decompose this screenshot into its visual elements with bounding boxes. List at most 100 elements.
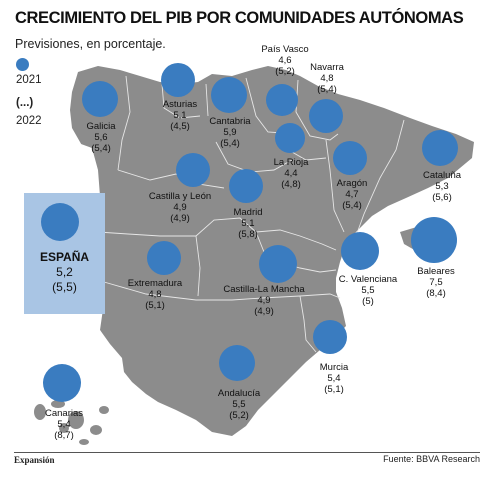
label-asturias: Asturias 5,1 (4,5) (163, 99, 197, 132)
footer-divider (14, 452, 480, 453)
region-value-2021: 4,4 (284, 168, 298, 179)
region-name: Aragón (336, 178, 368, 189)
region-value-2022: (4,8) (281, 179, 301, 190)
region-value-2022: (4,9) (254, 306, 274, 317)
bubble-castilla-y-leon (176, 153, 210, 187)
region-value-2021: 4,9 (257, 295, 271, 306)
region-name: Castilla y León (148, 191, 212, 202)
region-value-2021: 5,1 (173, 110, 187, 121)
region-value-2021: 5,5 (361, 285, 375, 296)
label-madrid: Madrid 5,1 (5,8) (233, 207, 262, 240)
region-value-2022: (5) (362, 296, 374, 307)
region-value-2021: 7,5 (429, 277, 443, 288)
region-value-2022: (4,9) (170, 213, 190, 224)
region-bubbles (43, 63, 458, 402)
national-value-2022: (5,5) (52, 280, 77, 294)
region-value-2022: (8,7) (54, 430, 74, 441)
region-name: Cantabria (209, 116, 251, 127)
region-value-2021: 5,9 (223, 127, 237, 138)
chart-title: CRECIMIENTO DEL PIB POR COMUNIDADES AUTÓ… (15, 9, 464, 27)
label-murcia: Murcia 5,4 (5,1) (320, 362, 349, 395)
region-name: Andalucía (217, 388, 261, 399)
legend-2022-label: 2022 (16, 115, 42, 127)
label-extremadura: Extremadura 4,8 (5,1) (128, 278, 182, 311)
bubble-asturias (161, 63, 195, 97)
region-name: Extremadura (127, 278, 183, 289)
region-name: Canarias (44, 408, 84, 419)
bubble-canarias (43, 364, 81, 402)
region-value-2022: (5,1) (324, 384, 344, 395)
label-cantabria: Cantabria 5,9 (5,4) (209, 116, 250, 149)
region-value-2021: 5,4 (327, 373, 341, 384)
region-value-2021: 4,6 (278, 55, 292, 66)
label-andalucia: Andalucía 5,5 (5,2) (218, 388, 260, 421)
region-value-2022: (8,4) (426, 288, 446, 299)
region-name: Madrid (233, 207, 263, 218)
source-note: Fuente: BBVA Research (383, 454, 480, 464)
bubble-extremadura (147, 241, 181, 275)
bubble-andalucia (219, 345, 255, 381)
region-name: Galicia (86, 121, 116, 132)
region-name: Cataluña (422, 170, 462, 181)
region-value-2021: 5,1 (241, 218, 255, 229)
legend-dot-icon (16, 58, 29, 71)
label-la-rioja: La Rioja 4,4 (4,8) (274, 157, 309, 190)
region-value-2022: (5,4) (342, 200, 362, 211)
bubble-madrid (229, 169, 263, 203)
label-navarra: Navarra 4,8 (5,4) (310, 62, 344, 95)
region-value-2021: 5,4 (57, 419, 71, 430)
bubble-baleares (411, 217, 457, 263)
label-cataluna: Cataluña 5,3 (5,6) (423, 170, 461, 203)
region-name: Asturias (162, 99, 198, 110)
bubble-la-rioja (275, 123, 305, 153)
canarias-islands (34, 400, 109, 445)
bubble-cataluna (422, 130, 458, 166)
region-name: Navarra (310, 62, 344, 73)
region-name: Baleares (417, 266, 455, 277)
region-value-2022: (4,5) (170, 121, 190, 132)
bubble-pais-vasco (266, 84, 298, 116)
region-value-2021: 4,8 (320, 73, 334, 84)
label-castilla-y-leon: Castilla y León 4,9 (4,9) (149, 191, 211, 224)
label-baleares: Baleares 7,5 (8,4) (417, 266, 455, 299)
bubble-castilla-la-mancha (259, 245, 297, 283)
region-value-2021: 4,9 (173, 202, 187, 213)
publisher-logo: Expansión (14, 455, 55, 465)
region-value-2022: (5,2) (275, 66, 295, 77)
national-name: ESPAÑA (39, 250, 90, 264)
region-value-2022: (5,6) (432, 192, 452, 203)
region-name: País Vasco (261, 44, 309, 55)
bubble-navarra (309, 99, 343, 133)
region-name: C. Valenciana (338, 274, 398, 285)
region-value-2021: 4,8 (148, 289, 162, 300)
label-c-valenciana: C. Valenciana 5,5 (5) (339, 274, 397, 307)
region-value-2022: (5,2) (229, 410, 249, 421)
region-value-2022: (5,4) (317, 84, 337, 95)
label-pais-vasco: País Vasco 4,6 (5,2) (261, 44, 308, 77)
region-name: Murcia (319, 362, 349, 373)
region-value-2022: (5,8) (238, 229, 258, 240)
label-galicia: Galicia 5,6 (5,4) (86, 121, 115, 154)
region-name: La Rioja (273, 157, 309, 168)
region-value-2022: (5,4) (220, 138, 240, 149)
bubble-galicia (82, 81, 118, 117)
bubble-c-valenciana (341, 232, 379, 270)
label-aragon: Aragón 4,7 (5,4) (337, 178, 368, 211)
label-canarias: Canarias 5,4 (8,7) (45, 408, 83, 441)
region-value-2022: (5,1) (145, 300, 165, 311)
bubble-aragon (333, 141, 367, 175)
legend-paren-label: (...) (16, 97, 34, 109)
region-value-2021: 5,5 (232, 399, 246, 410)
bubble-cantabria (211, 77, 247, 113)
national-bubble (41, 203, 79, 241)
region-value-2021: 5,3 (435, 181, 449, 192)
legend-2021-label: 2021 (16, 74, 42, 86)
region-value-2022: (5,4) (91, 143, 111, 154)
region-name: Castilla-La Mancha (223, 284, 305, 295)
national-value-2021: 5,2 (56, 265, 73, 279)
label-castilla-la-mancha: Castilla-La Mancha 4,9 (4,9) (223, 284, 304, 317)
region-value-2021: 4,7 (345, 189, 359, 200)
region-value-2021: 5,6 (94, 132, 108, 143)
